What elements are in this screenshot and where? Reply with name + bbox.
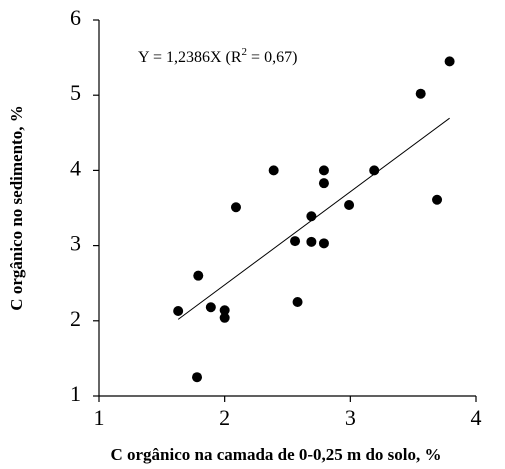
point [415,88,426,99]
point [306,236,317,247]
point [219,305,230,316]
x-tick-label: 4 [471,405,482,430]
point [192,372,203,383]
point [432,194,443,205]
y-tick-label: 5 [70,80,81,105]
point [344,199,355,210]
x-tick-label: 3 [345,405,356,430]
point [193,270,204,281]
point [369,165,380,176]
x-axis-title: C orgânico na camada de 0-0,25 m do solo… [110,445,441,464]
point [318,178,329,189]
annotation-text: Y = 1,2386X (R [138,49,242,66]
point [444,56,455,67]
y-tick-label: 6 [70,5,81,30]
point [268,165,279,176]
point [173,306,184,317]
annotation: Y = 1,2386X (R2 = 0,67) [138,46,297,66]
y-tick-label: 4 [70,155,81,180]
point [306,211,317,222]
point [290,236,301,247]
y-axis-title: C orgânico no sedimento, % [7,105,26,310]
y-tick-label: 2 [70,306,81,331]
point [230,202,241,213]
y-tick-label: 1 [70,381,81,406]
x-tick-label: 1 [94,405,105,430]
annotation-text: = 0,67) [247,49,297,66]
point [205,302,216,313]
annotation-superscript: 2 [242,46,248,58]
point [292,297,303,307]
point [318,165,329,176]
point [318,238,329,249]
y-tick-label: 3 [70,231,81,256]
x-tick-label: 2 [219,405,230,430]
point [219,312,230,323]
